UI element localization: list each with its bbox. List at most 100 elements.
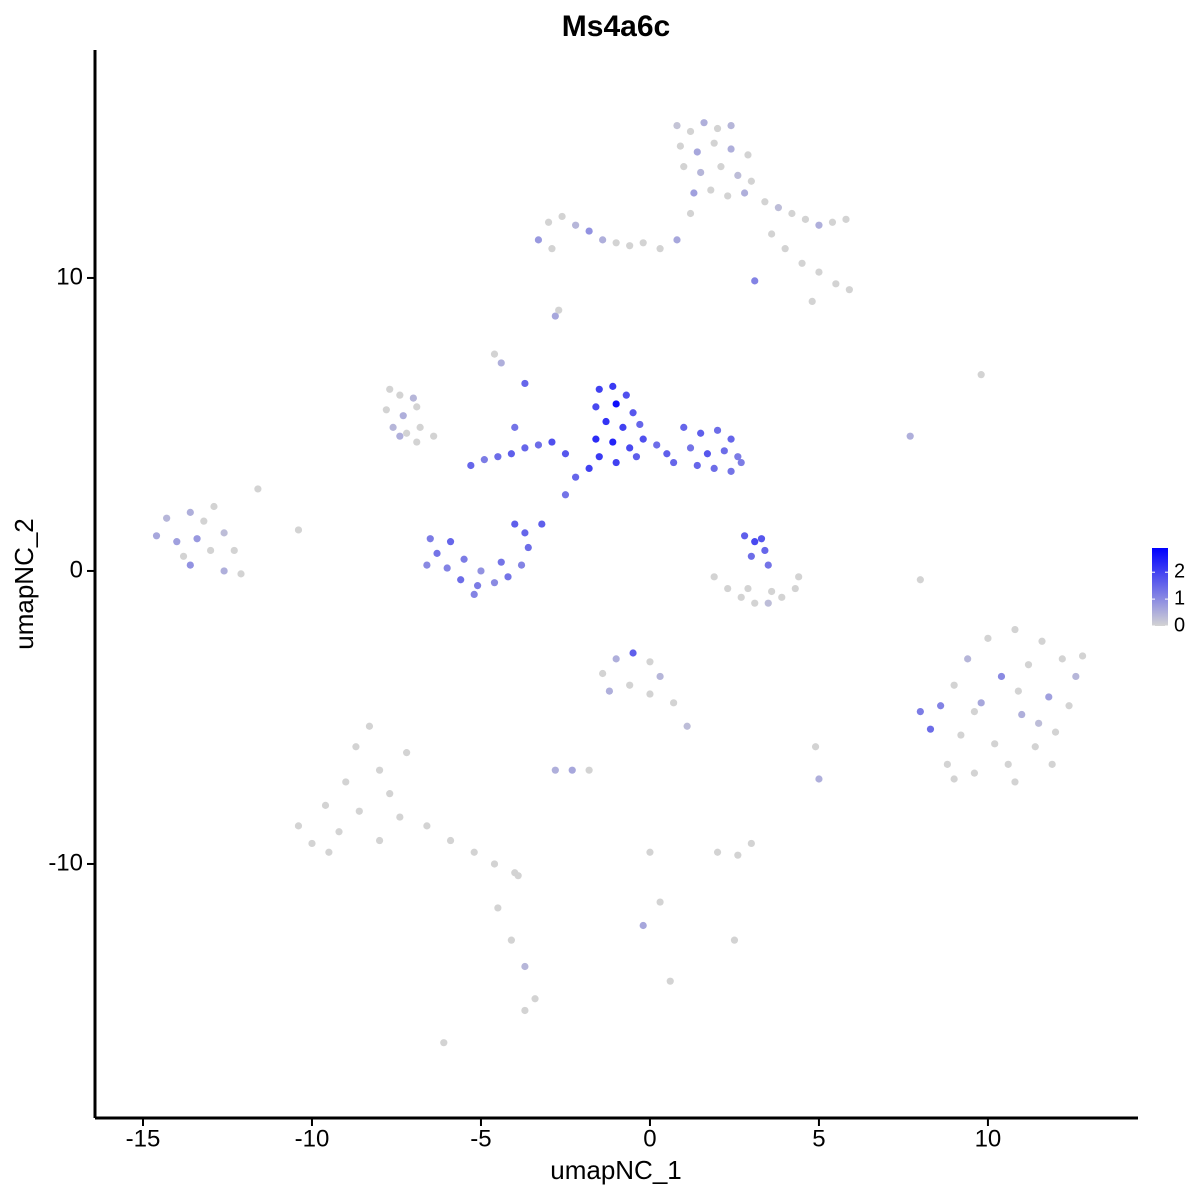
point <box>413 438 421 446</box>
point <box>622 391 630 399</box>
point <box>446 538 455 546</box>
point <box>781 245 789 253</box>
point <box>521 529 529 537</box>
point <box>186 561 194 569</box>
point <box>798 259 806 267</box>
point <box>389 423 397 431</box>
point <box>572 473 580 481</box>
point <box>811 743 820 751</box>
point <box>707 186 715 194</box>
point <box>490 350 499 358</box>
point <box>1018 710 1026 719</box>
point <box>511 520 519 528</box>
point <box>724 192 732 200</box>
point <box>950 775 958 783</box>
point <box>670 458 678 467</box>
point <box>619 423 627 431</box>
point <box>1051 728 1060 736</box>
point <box>497 558 505 566</box>
point <box>991 740 999 748</box>
point <box>815 775 823 783</box>
point <box>626 444 634 452</box>
point <box>490 860 499 868</box>
point <box>653 441 661 449</box>
point <box>365 722 374 730</box>
point <box>396 813 404 821</box>
point <box>585 227 593 235</box>
point <box>788 209 796 218</box>
point <box>1014 687 1022 695</box>
point <box>673 236 681 244</box>
point <box>497 359 505 367</box>
point <box>592 403 600 411</box>
point <box>396 432 404 440</box>
point <box>186 508 194 516</box>
point <box>646 658 654 666</box>
point <box>386 385 394 393</box>
point <box>778 593 786 601</box>
point <box>683 722 691 730</box>
point <box>612 458 620 467</box>
point <box>710 573 718 581</box>
point <box>409 394 417 402</box>
point <box>815 221 823 229</box>
point <box>548 245 556 253</box>
point <box>443 564 451 572</box>
point <box>585 464 593 473</box>
chart-title: Ms4a6c <box>562 10 670 43</box>
point <box>764 599 772 607</box>
point <box>768 230 776 238</box>
point <box>747 177 755 185</box>
point <box>531 995 539 1003</box>
point <box>335 828 343 836</box>
point <box>680 423 688 431</box>
point <box>612 400 620 408</box>
point <box>984 634 992 642</box>
point <box>720 447 728 455</box>
point <box>686 127 695 136</box>
point <box>551 766 559 774</box>
point <box>521 379 529 388</box>
point <box>740 189 749 197</box>
point <box>375 766 384 774</box>
point <box>680 163 688 171</box>
point <box>521 962 529 971</box>
point <box>693 461 701 470</box>
point <box>926 725 935 733</box>
point <box>666 977 674 985</box>
point <box>764 561 772 569</box>
point <box>446 836 455 845</box>
point <box>697 168 705 177</box>
point <box>521 1006 529 1015</box>
point <box>430 432 438 440</box>
point <box>774 204 782 212</box>
point <box>595 453 603 461</box>
point <box>740 532 749 540</box>
point <box>997 672 1006 681</box>
point <box>470 848 478 856</box>
point <box>561 450 570 458</box>
point <box>747 552 755 560</box>
point <box>832 280 840 288</box>
point <box>1058 655 1066 663</box>
point <box>676 142 684 150</box>
point <box>325 848 333 856</box>
point <box>626 681 634 689</box>
point <box>375 836 384 845</box>
point <box>1065 702 1073 710</box>
point <box>555 306 563 314</box>
point <box>206 546 215 555</box>
point <box>534 441 543 449</box>
point <box>629 649 637 657</box>
point <box>595 385 603 393</box>
point <box>237 570 245 578</box>
x-tick-label: 10 <box>975 1125 1002 1152</box>
point <box>737 593 745 601</box>
point <box>517 561 526 569</box>
point <box>697 429 705 437</box>
point <box>1031 743 1039 751</box>
point <box>639 435 647 443</box>
x-tick-label: -10 <box>295 1125 330 1152</box>
point <box>663 450 671 458</box>
